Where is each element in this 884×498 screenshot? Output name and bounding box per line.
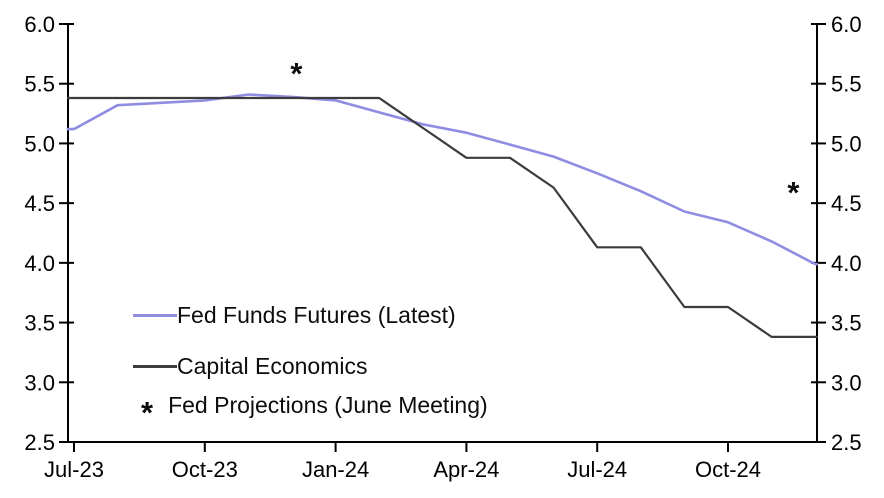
x-tick-label: Jan-24 — [302, 457, 369, 482]
x-tick-label: Jul-24 — [567, 457, 627, 482]
capital-economics-line — [66, 96, 819, 338]
x-tick-label: Jul-23 — [44, 457, 104, 482]
x-tick-label: Oct-24 — [695, 457, 761, 482]
fed-funds-futures-line — [66, 93, 819, 266]
y-tick-label-left: 5.0 — [24, 131, 55, 156]
y-tick-label-right: 2.5 — [831, 430, 862, 455]
y-tick-label-right: 3.5 — [831, 311, 862, 336]
y-tick-label-left: 6.0 — [24, 12, 55, 37]
y-tick-label-left: 2.5 — [24, 430, 55, 455]
y-tick-label-left: 4.0 — [24, 251, 55, 276]
y-tick-label-left: 4.5 — [24, 191, 55, 216]
y-tick-label-left: 5.5 — [24, 72, 55, 97]
axes: 6.0 6.0 5.5 5.5 5.0 5.0 4.5 4.5 4.0 4.0 3.5 3.5 3.0 3… — [24, 12, 861, 482]
projection-markers: ** — [290, 56, 800, 210]
x-tick-label: Apr-24 — [433, 457, 499, 482]
fed-projection-asterisk: * — [787, 175, 800, 210]
y-tick-label-left: 3.0 — [24, 370, 55, 395]
series-lines — [66, 93, 819, 338]
y-tick-label-right: 6.0 — [831, 12, 862, 37]
y-tick-label-right: 5.0 — [831, 131, 862, 156]
y-tick-label-right: 4.0 — [831, 251, 862, 276]
fed-projection-asterisk: * — [290, 56, 303, 91]
y-tick-label-right: 4.5 — [831, 191, 862, 216]
y-tick-label-right: 3.0 — [831, 370, 862, 395]
y-tick-label-left: 3.5 — [24, 311, 55, 336]
x-tick-label: Oct-23 — [172, 457, 238, 482]
y-tick-label-right: 5.5 — [831, 72, 862, 97]
